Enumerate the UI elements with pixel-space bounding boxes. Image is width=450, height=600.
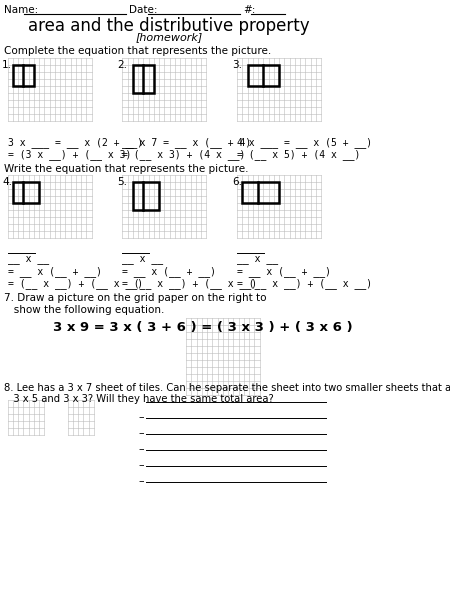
- Text: 3.: 3.: [232, 60, 242, 70]
- Text: = __ x (__ + __): = __ x (__ + __): [237, 266, 331, 277]
- Text: 6.: 6.: [232, 177, 242, 187]
- Text: –: –: [138, 460, 144, 470]
- Text: –: –: [138, 412, 144, 422]
- Text: 3 x 9 = 3 x ( 3 + 6 ) = ( 3 x 3 ) + ( 3 x 6 ): 3 x 9 = 3 x ( 3 + 6 ) = ( 3 x 3 ) + ( 3 …: [53, 321, 352, 334]
- Bar: [133, 182, 159, 210]
- Text: Name:: Name:: [4, 5, 38, 15]
- Bar: [13, 65, 34, 86]
- Text: –: –: [138, 444, 144, 454]
- Text: __ x __: __ x __: [237, 254, 278, 264]
- Text: 4 x ___ = __ x (5 + __): 4 x ___ = __ x (5 + __): [237, 137, 372, 148]
- Text: = __ x (__ + __): = __ x (__ + __): [8, 266, 102, 277]
- Text: –: –: [138, 428, 144, 438]
- Text: = (__ x __) + (__ x __): = (__ x __) + (__ x __): [122, 278, 257, 289]
- Text: 3 x 5 and 3 x 3? Will they have the same total area?: 3 x 5 and 3 x 3? Will they have the same…: [4, 394, 274, 404]
- Text: 7. Draw a picture on the grid paper on the right to: 7. Draw a picture on the grid paper on t…: [4, 293, 266, 303]
- Text: [homework]: [homework]: [135, 32, 202, 42]
- Text: Write the equation that represents the picture.: Write the equation that represents the p…: [4, 164, 248, 174]
- Bar: [243, 182, 279, 203]
- Text: #:: #:: [243, 5, 256, 15]
- Text: 3 x ___ = __ x (2 + __): 3 x ___ = __ x (2 + __): [8, 137, 143, 148]
- Text: –: –: [138, 476, 144, 486]
- Text: 4.: 4.: [2, 177, 12, 187]
- Text: Complete the equation that represents the picture.: Complete the equation that represents th…: [4, 46, 271, 56]
- Text: 5.: 5.: [117, 177, 127, 187]
- Text: = (__ x __) + (__ x __): = (__ x __) + (__ x __): [8, 278, 143, 289]
- Text: = (3 x __) + (__ x 3): = (3 x __) + (__ x 3): [8, 149, 131, 160]
- Text: = __ x (__ + __): = __ x (__ + __): [122, 266, 216, 277]
- Text: __ x __: __ x __: [122, 254, 163, 264]
- Bar: [13, 182, 39, 203]
- Text: area and the distributive property: area and the distributive property: [28, 17, 310, 35]
- Text: 2.: 2.: [117, 60, 127, 70]
- Text: show the following equation.: show the following equation.: [4, 305, 164, 315]
- Text: = (__ x 5) + (4 x __): = (__ x 5) + (4 x __): [237, 149, 360, 160]
- Text: 8. Lee has a 3 x 7 sheet of tiles. Can he separate the sheet into two smaller sh: 8. Lee has a 3 x 7 sheet of tiles. Can h…: [4, 383, 450, 393]
- Text: __ x __: __ x __: [8, 254, 49, 264]
- Text: = (__ x 3) + (4 x __): = (__ x 3) + (4 x __): [122, 149, 246, 160]
- Text: Date:: Date:: [129, 5, 157, 15]
- Bar: [248, 65, 279, 86]
- Text: 1.: 1.: [2, 60, 12, 70]
- Bar: [133, 65, 154, 93]
- Text: __ x 7 = __ x (__ + 4): __ x 7 = __ x (__ + 4): [122, 137, 252, 148]
- Text: = (__ x __) + (__ x __): = (__ x __) + (__ x __): [237, 278, 372, 289]
